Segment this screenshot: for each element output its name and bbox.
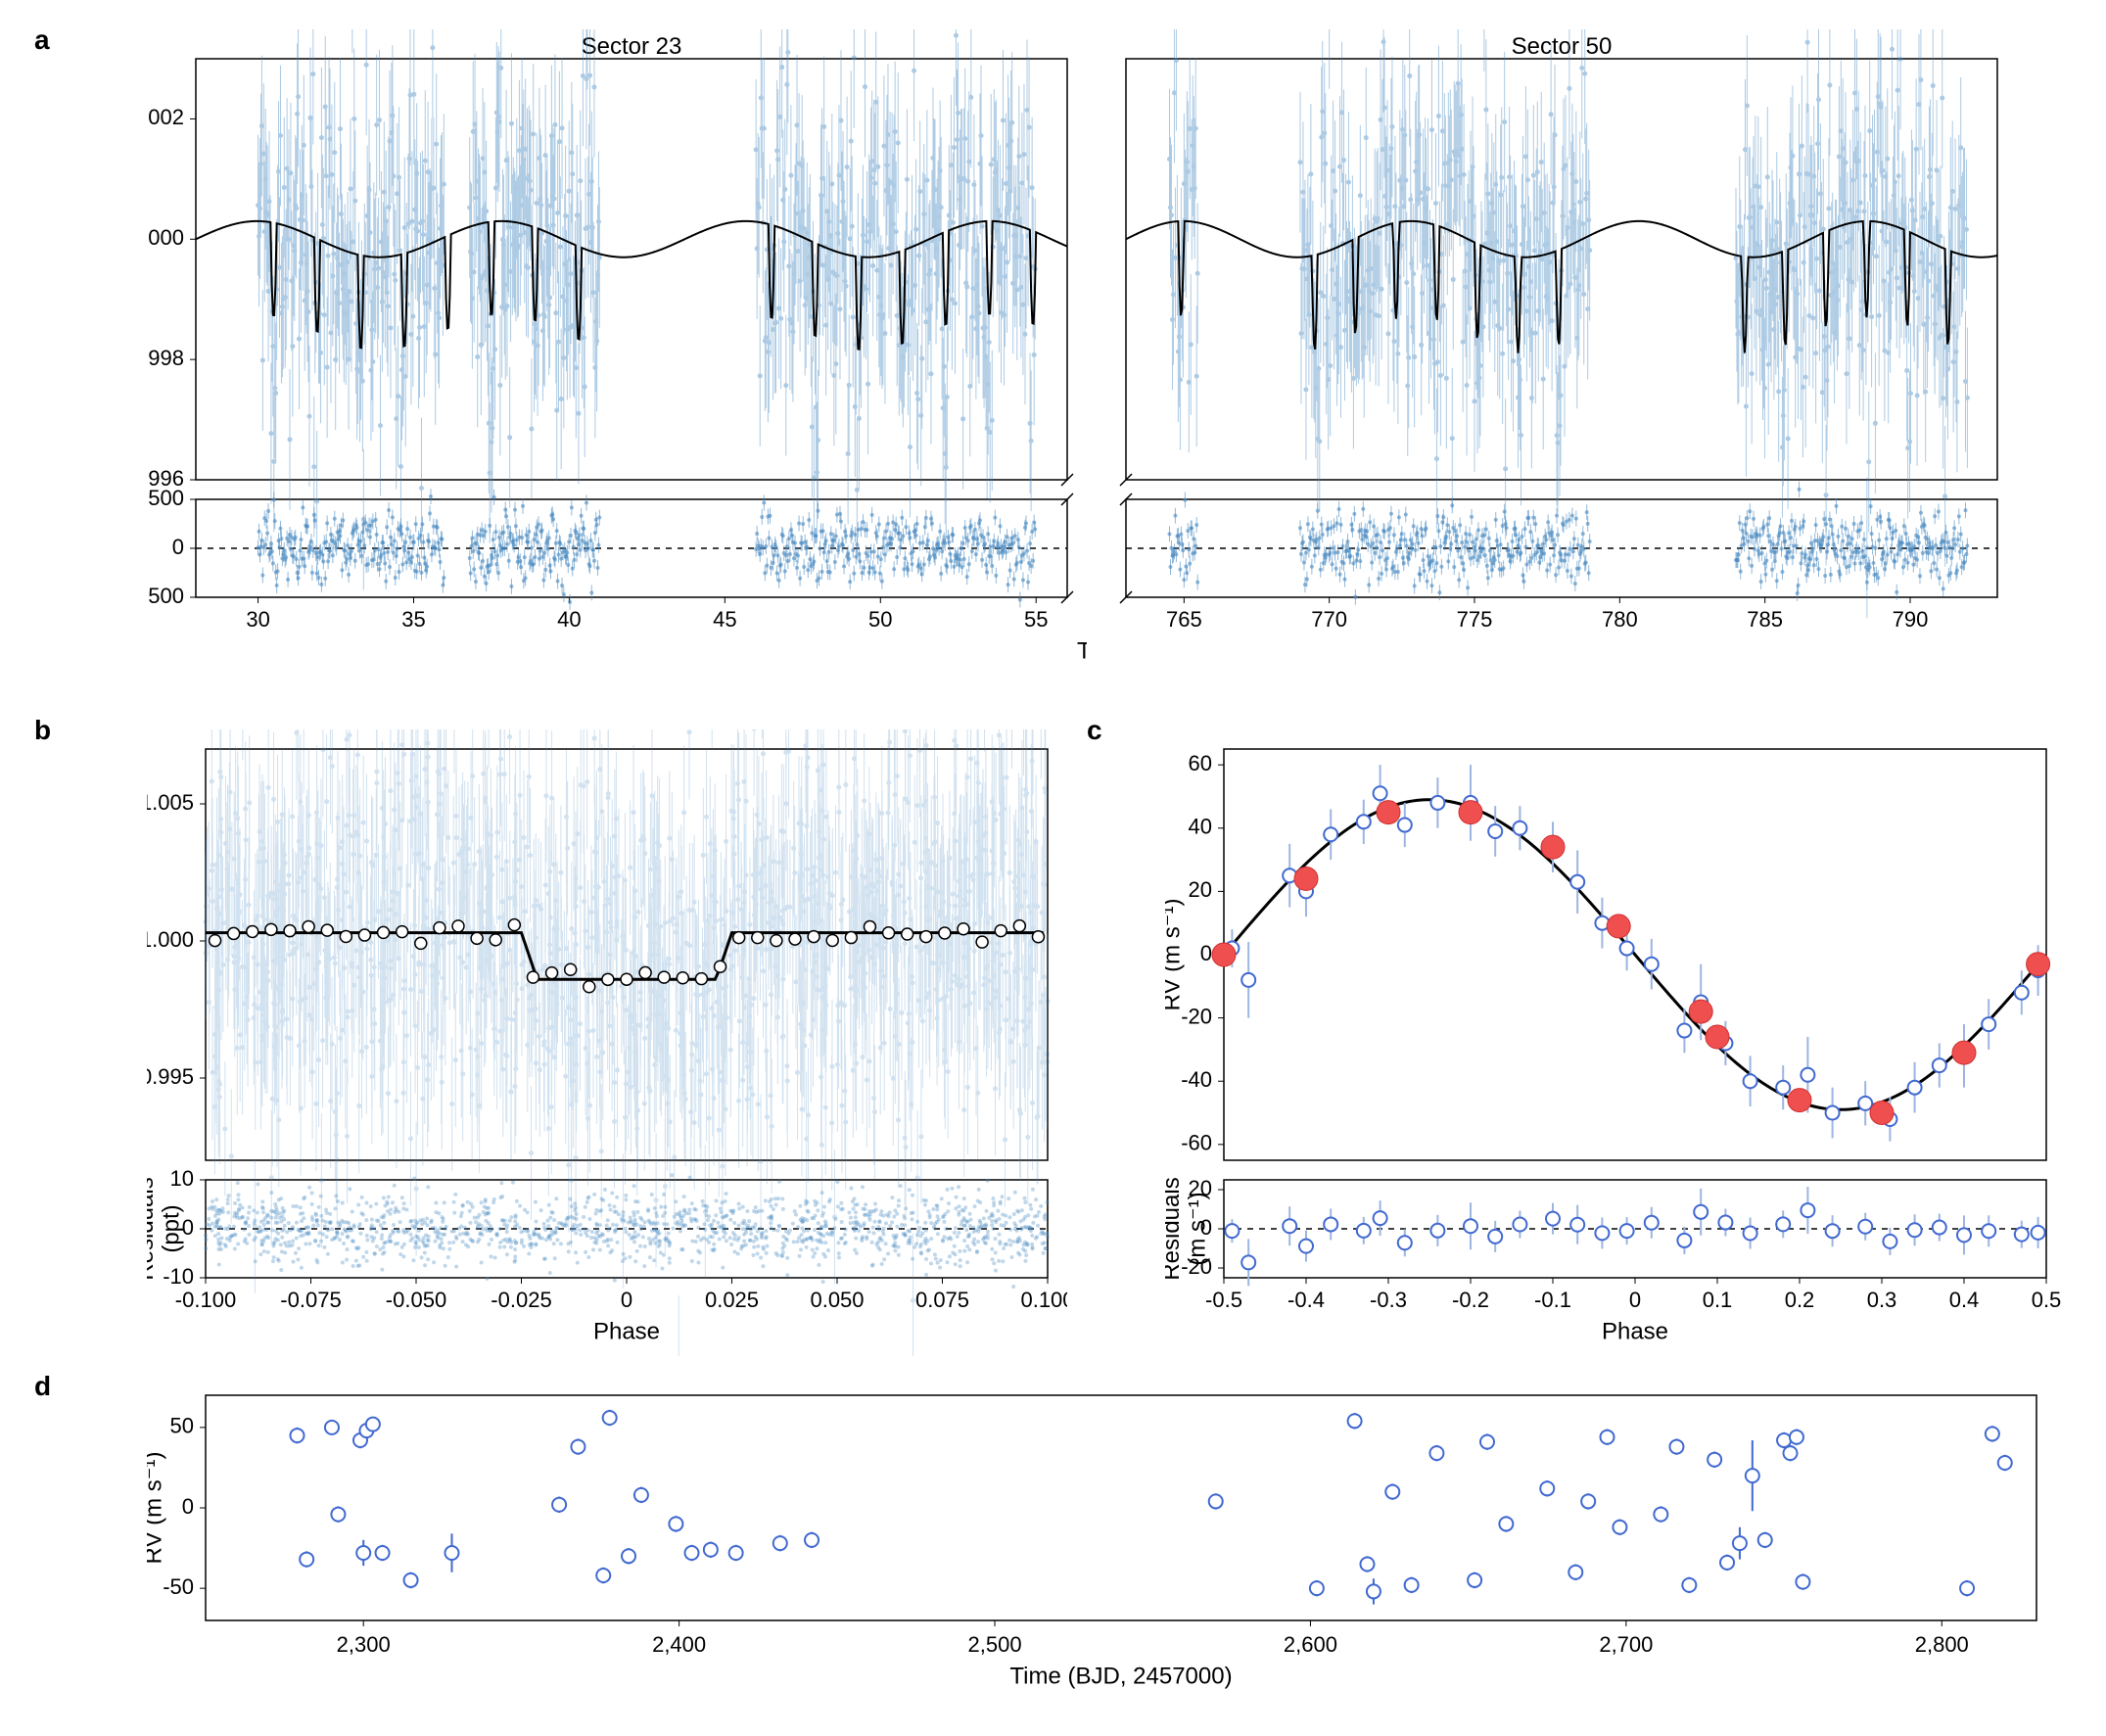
- svg-text:Phase: Phase: [593, 1318, 660, 1344]
- svg-text:790: 790: [1893, 607, 1929, 632]
- panel-label-d: d: [34, 1371, 51, 1402]
- svg-text:1.005: 1.005: [147, 790, 194, 815]
- svg-text:-10: -10: [163, 1264, 194, 1289]
- svg-text:35: 35: [401, 607, 425, 632]
- svg-text:-0.050: -0.050: [386, 1288, 446, 1312]
- svg-text:30: 30: [246, 607, 269, 632]
- panel-a-right-chart: Sector 50 765 770 775 780 785 790: [1106, 29, 2046, 666]
- svg-text:0: 0: [172, 535, 184, 559]
- svg-text:780: 780: [1602, 607, 1638, 632]
- panel-label-c: c: [1087, 715, 1102, 746]
- svg-text:1.000: 1.000: [147, 225, 184, 250]
- svg-text:765: 765: [1166, 607, 1202, 632]
- svg-text:45: 45: [713, 607, 736, 632]
- svg-text:40: 40: [557, 607, 581, 632]
- svg-text:Time (BJD, 2458900): Time (BJD, 2458900): [1077, 637, 1087, 664]
- svg-text:Sector 23: Sector 23: [582, 33, 682, 60]
- svg-text:1.000: 1.000: [147, 927, 194, 952]
- svg-text:0.075: 0.075: [915, 1288, 969, 1312]
- svg-text:775: 775: [1457, 607, 1493, 632]
- svg-text:55: 55: [1024, 607, 1048, 632]
- svg-text:0.998: 0.998: [147, 346, 184, 370]
- svg-text:0.100: 0.100: [1020, 1288, 1067, 1312]
- svg-text:785: 785: [1747, 607, 1783, 632]
- svg-text:10: 10: [170, 1166, 194, 1191]
- panel-c-chart: -60-40-200204060-20020-0.5-0.4-0.3-0.2-0…: [1165, 729, 2066, 1356]
- figure-container: a b c d Sector 230.9960.9981.0001.002-2,…: [20, 20, 2086, 1716]
- panel-a-left-chart: Sector 230.9960.9981.0001.002-2,50002,50…: [147, 29, 1087, 666]
- panel-d-chart: -500502,3002,4002,5002,6002,7002,800RV (…: [147, 1385, 2066, 1709]
- svg-text:0.025: 0.025: [705, 1288, 759, 1312]
- svg-text:0.050: 0.050: [810, 1288, 864, 1312]
- svg-text:0: 0: [621, 1288, 632, 1312]
- svg-text:1.002: 1.002: [147, 105, 184, 129]
- svg-text:Sector 50: Sector 50: [1512, 33, 1613, 60]
- svg-text:-0.100: -0.100: [175, 1288, 236, 1312]
- panel-b-chart: 0.995 1.000 1.005 -10 0 10 -0.100 -0.075 -0.050 -…: [147, 729, 1067, 1356]
- svg-text:2,500: 2,500: [147, 486, 184, 510]
- svg-text:0.995: 0.995: [147, 1064, 194, 1089]
- svg-text:770: 770: [1311, 607, 1347, 632]
- panel-label-a: a: [34, 24, 50, 56]
- svg-text:-2,500: -2,500: [147, 584, 184, 608]
- svg-text:50: 50: [868, 607, 892, 632]
- panel-label-b: b: [34, 715, 51, 746]
- svg-text:-0.075: -0.075: [280, 1288, 341, 1312]
- svg-text:-0.025: -0.025: [491, 1288, 551, 1312]
